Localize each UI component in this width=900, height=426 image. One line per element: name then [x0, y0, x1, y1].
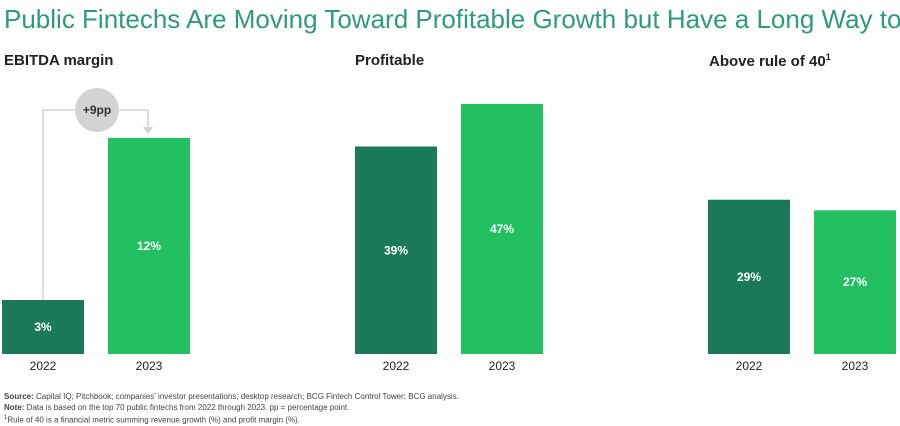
- panel-title-profitable: Profitable: [355, 52, 425, 69]
- rule-of-40-superscript: 1: [825, 52, 831, 62]
- bar-1-2022: [355, 146, 437, 354]
- x-tick-label-1-2023: 2023: [489, 359, 516, 373]
- note-text: Data is based on the top 70 public finte…: [24, 402, 350, 412]
- data-note: Note: Data is based on the top 70 public…: [4, 403, 459, 414]
- note-label: Note:: [4, 402, 25, 412]
- footnotes: Source: Capital IQ; Pitchbook; companies…: [4, 392, 459, 426]
- bar-value-label-1-2022: 39%: [384, 243, 408, 257]
- bar-2-2022: [708, 199, 790, 354]
- change-arrow-icon: [143, 127, 153, 134]
- footnote-superscript: 1: [4, 415, 8, 421]
- x-tick-label-1-2022: 2022: [383, 359, 410, 373]
- rule-of-40-footnote: 1Rule of 40 is a financial metric summin…: [4, 413, 459, 426]
- panel-title-rule-of-40-text: Above rule of 40: [709, 53, 826, 70]
- x-tick-label-0-2022: 2022: [30, 359, 57, 373]
- bar-value-label-0-2022: 3%: [34, 320, 52, 334]
- bar-0-2023: [108, 138, 190, 354]
- bar-0-2022: [2, 300, 84, 354]
- bar-charts: 3% 2022 12% 2023 39% 2022 47% 2023 29% 2022 27% 202…: [2, 88, 896, 373]
- page-title: Public Fintechs Are Moving Toward Profit…: [4, 4, 900, 34]
- panel-title-ebitda: EBITDA margin: [4, 52, 114, 69]
- bar-1-2023: [461, 103, 543, 355]
- bar-value-label-1-2023: 47%: [490, 222, 514, 236]
- change-badge: [75, 88, 119, 132]
- source-note: Source: Capital IQ; Pitchbook; companies…: [4, 392, 459, 403]
- panel-title-rule-of-40: Above rule of 401: [709, 52, 831, 70]
- x-tick-label-0-2023: 2023: [136, 359, 163, 373]
- source-label: Source:: [4, 392, 34, 401]
- bar-2-2023: [814, 210, 896, 354]
- bar-value-label-0-2023: 12%: [137, 239, 161, 253]
- bar-value-label-2-2022: 29%: [737, 270, 761, 284]
- change-badge-label: +9pp: [83, 103, 111, 117]
- x-tick-label-2-2022: 2022: [736, 359, 763, 373]
- footnote-text: Rule of 40 is a financial metric summing…: [7, 415, 300, 425]
- x-tick-label-2-2023: 2023: [842, 359, 869, 373]
- source-text: Capital IQ; Pitchbook; companies' invest…: [33, 392, 459, 401]
- bar-value-label-2-2023: 27%: [843, 275, 867, 289]
